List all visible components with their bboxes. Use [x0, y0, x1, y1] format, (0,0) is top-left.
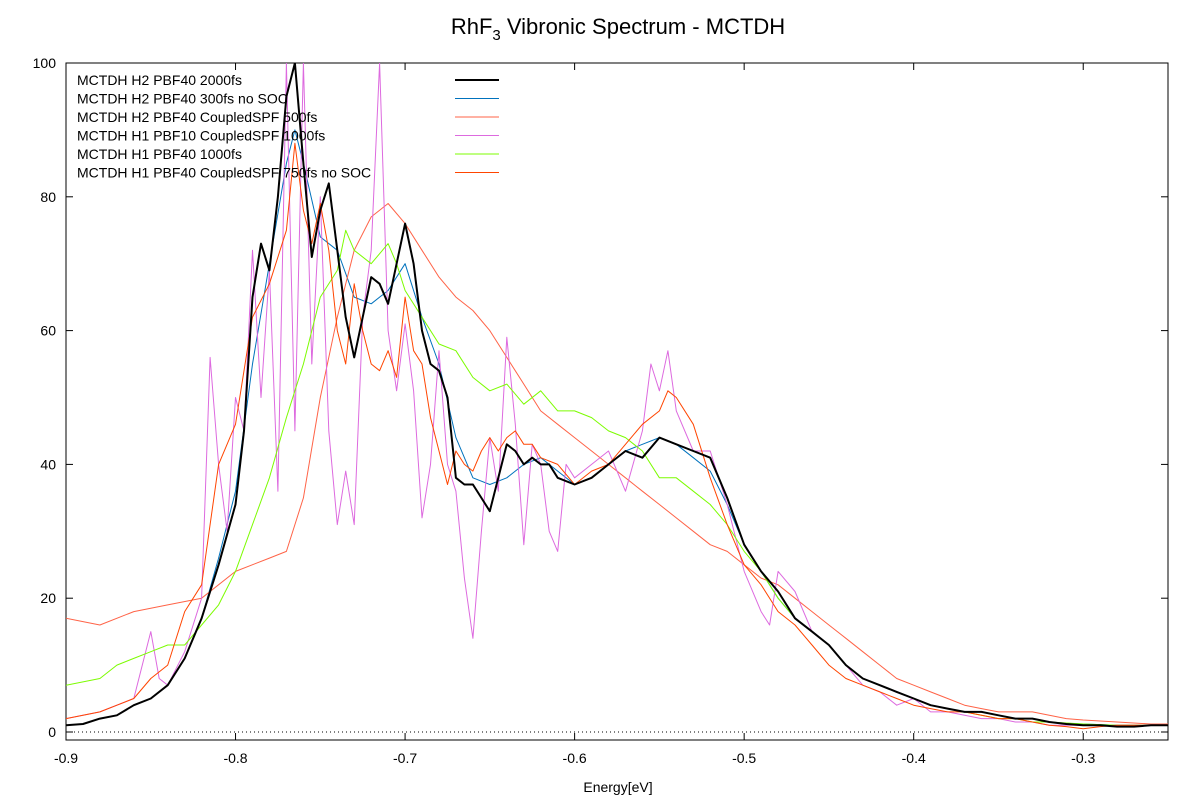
- y-tick-label: 80: [40, 189, 56, 205]
- series-line-5: [66, 229, 1168, 726]
- y-tick-label: 100: [33, 55, 57, 71]
- series-line-1: [66, 63, 1168, 728]
- x-tick-label: -0.4: [902, 750, 926, 766]
- plot-area: [65, 62, 1169, 741]
- x-tick-label: -0.5: [732, 750, 756, 766]
- x-tick-label: -0.9: [54, 750, 78, 766]
- x-tick-label: -0.7: [393, 750, 417, 766]
- legend-entry-label: MCTDH H2 PBF40 300fs no SOC: [77, 91, 288, 107]
- series-line-4: [66, 63, 1168, 726]
- y-tick-label: 0: [48, 724, 56, 740]
- series-line-3: [66, 203, 1168, 725]
- x-axis-label: Energy[eV]: [583, 779, 652, 795]
- x-tick-label: -0.8: [223, 750, 247, 766]
- series-line-2: [66, 129, 1168, 726]
- y-axis: 0 20 40 60 80 100: [33, 55, 1168, 740]
- legend-entry-label: MCTDH H1 PBF40 1000fs: [77, 146, 242, 162]
- series-lines: [66, 63, 1168, 730]
- chart-title: RhF3 Vibronic Spectrum - MCTDH: [451, 14, 785, 44]
- chart-title-subscript: 3: [492, 27, 500, 44]
- y-tick-label: 20: [40, 590, 56, 606]
- x-axis: -0.9 -0.8 -0.7 -0.6 -0.5 -0.4 -0.3: [54, 63, 1096, 766]
- y-tick-label: 60: [40, 323, 56, 339]
- y-tick-label: 40: [40, 456, 56, 472]
- legend-entry-label: MCTDH H1 PBF40 CoupledSPF 750fs no SOC: [77, 165, 371, 181]
- legend-entry-label: MCTDH H2 PBF40 CoupledSPF 500fs: [77, 109, 317, 125]
- legend: MCTDH H2 PBF40 2000fs MCTDH H2 PBF40 300f…: [77, 72, 499, 181]
- legend-entry-label: MCTDH H1 PBF10 CoupledSPF 1000fs: [77, 128, 325, 144]
- x-tick-label: -0.6: [563, 750, 587, 766]
- chart-title-suffix: Vibronic Spectrum - MCTDH: [501, 14, 785, 39]
- plot-border: [65, 62, 1169, 741]
- legend-entry-label: MCTDH H2 PBF40 2000fs: [77, 72, 242, 88]
- series-line-6: [66, 142, 1168, 730]
- x-tick-label: -0.3: [1071, 750, 1095, 766]
